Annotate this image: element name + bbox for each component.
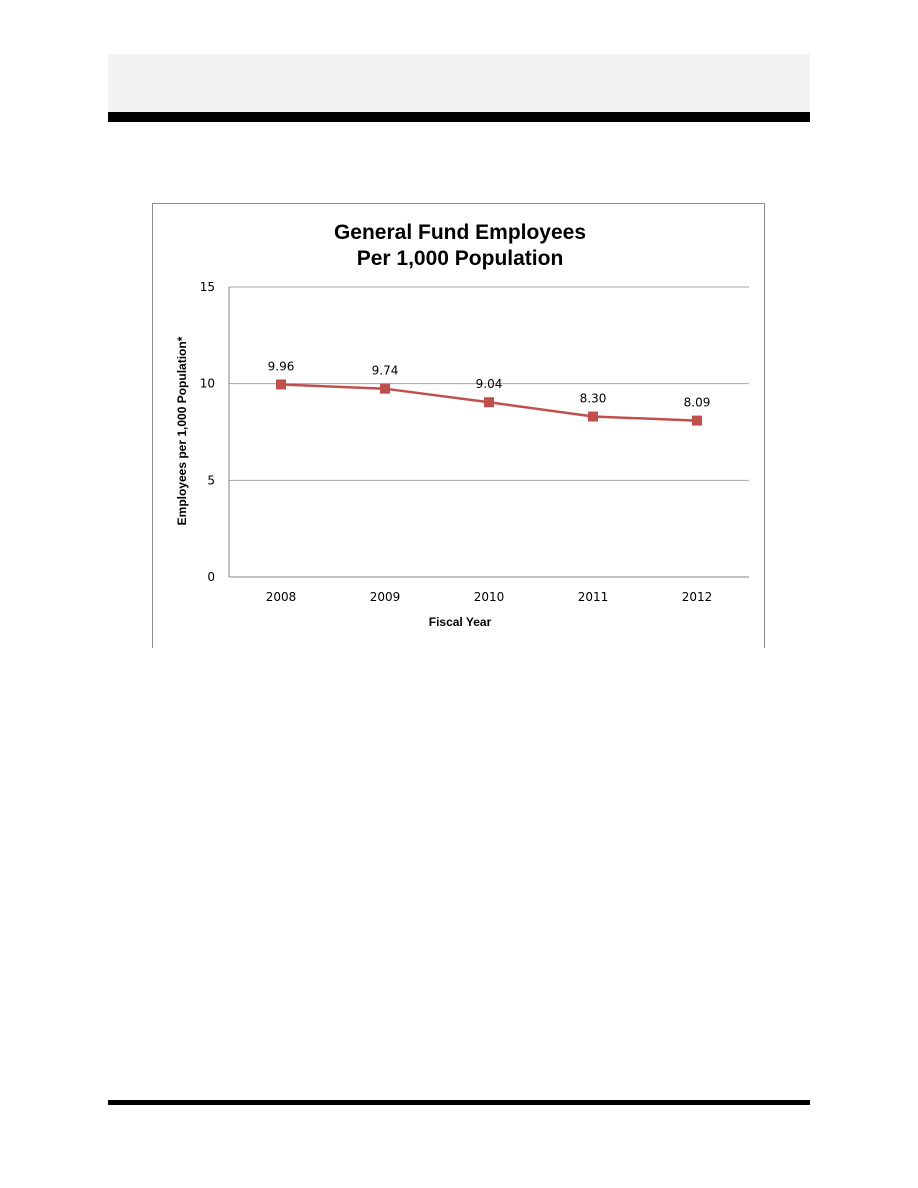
x-tick-labels: 2008 2009 2010 2011 2012 — [266, 590, 713, 604]
chart-title-line-2: Per 1,000 Population — [357, 247, 564, 270]
y-tick-labels: 0 5 10 15 — [200, 280, 215, 584]
x-tick-label-2009: 2009 — [370, 590, 401, 604]
series-0-marker-2012 — [692, 415, 702, 426]
data-label-2008: 9.96 — [268, 359, 295, 373]
x-tick-label-2012: 2012 — [682, 590, 713, 604]
axes — [228, 287, 749, 578]
header-rule — [108, 112, 810, 122]
data-label-2012: 8.09 — [684, 396, 711, 410]
y-tick-label-5: 5 — [207, 473, 215, 487]
chart-title-line-1: General Fund Employees — [334, 221, 586, 244]
data-label-2010: 9.04 — [476, 377, 503, 391]
chart-container: General Fund Employees Per 1,000 Populat… — [152, 203, 765, 648]
data-label-2009: 9.74 — [372, 364, 399, 378]
y-tick-label-0: 0 — [207, 570, 215, 584]
footer-rule — [108, 1100, 810, 1105]
data-label-2011: 8.30 — [580, 392, 607, 406]
series-0-marker-2008 — [276, 379, 286, 390]
series-0-marker-2011 — [588, 411, 598, 422]
y-tick-label-10: 10 — [200, 377, 215, 391]
x-tick-label-2010: 2010 — [474, 590, 505, 604]
x-axis-title: Fiscal Year — [429, 615, 492, 629]
page-header-band — [108, 54, 810, 112]
line-chart: General Fund Employees Per 1,000 Populat… — [175, 221, 749, 629]
gridlines — [229, 286, 749, 481]
x-tick-label-2011: 2011 — [578, 590, 609, 604]
series-0 — [276, 379, 702, 426]
y-axis-title: Employees per 1,000 Population* — [175, 336, 189, 525]
series-0-marker-2010 — [484, 397, 494, 408]
series-0-marker-2009 — [380, 383, 390, 394]
x-tick-label-2008: 2008 — [266, 590, 297, 604]
y-tick-label-15: 15 — [200, 280, 215, 294]
data-labels: 9.96 9.74 9.04 8.30 8.09 — [268, 359, 711, 409]
